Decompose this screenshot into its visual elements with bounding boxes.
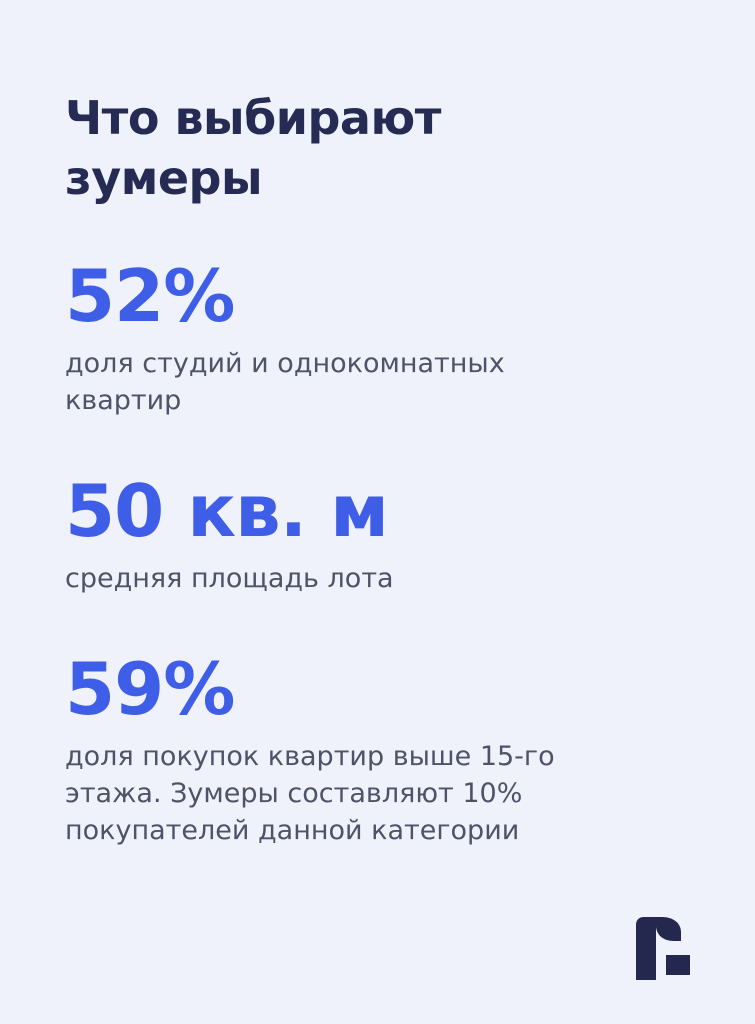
stat-value: 50 кв. м (65, 469, 389, 553)
stat-studios-share: 52% доля студий и однокомнатных квартир (65, 254, 690, 419)
stat-label: доля покупок квартир выше 15-го этажа. З… (65, 741, 555, 846)
stat-value: 52% (65, 254, 235, 338)
brand-logo (636, 917, 690, 980)
stat-average-area: 50 кв. м средняя площадь лота (65, 469, 690, 597)
stat-label: доля студий и однокомнатных квартир (65, 348, 505, 416)
stat-high-floor-share: 59% доля покупок квартир выше 15-го этаж… (65, 647, 690, 849)
stat-value: 59% (65, 647, 235, 731)
stats-list: 52% доля студий и однокомнатных квартир … (65, 254, 690, 849)
r-dot-logo-icon (636, 917, 690, 980)
page-title: Что выбирают зумеры (65, 91, 441, 205)
stat-label: средняя площадь лота (65, 563, 394, 594)
